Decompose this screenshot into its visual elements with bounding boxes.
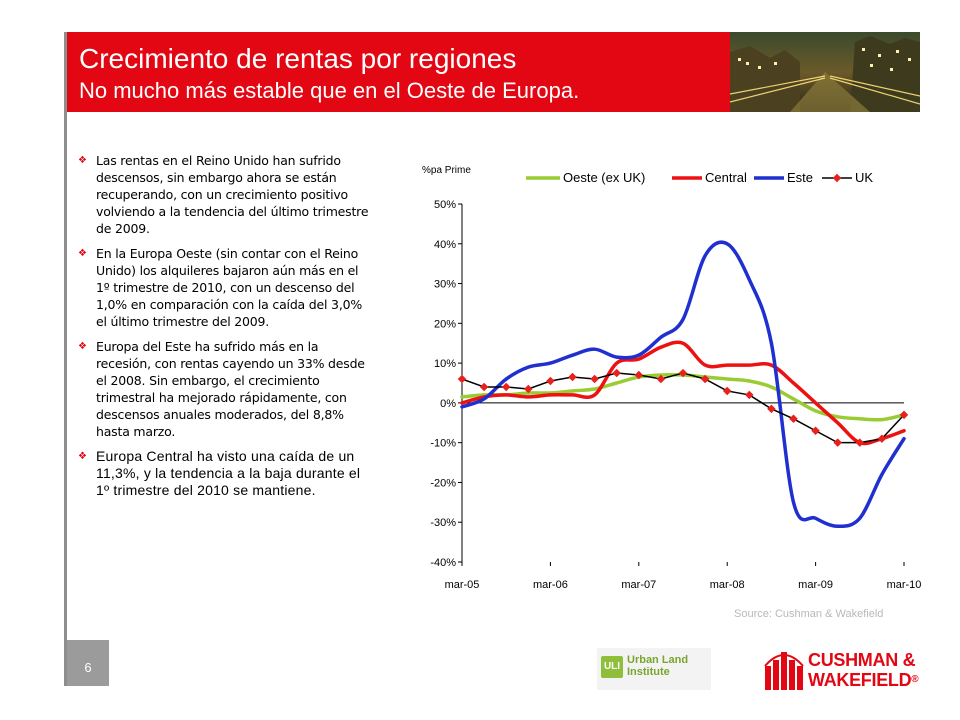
series-line-central bbox=[460, 340, 906, 446]
page-title: Crecimiento de rentas por regiones bbox=[79, 43, 517, 74]
x-tick-label: mar-09 bbox=[798, 579, 833, 591]
bullet-text: Las rentas en el Reino Unido han sufrido… bbox=[96, 153, 369, 236]
bullet-list: ❖ Las rentas en el Reino Unido han sufri… bbox=[78, 152, 374, 507]
source-note: Source: Cushman & Wakefield bbox=[734, 608, 884, 620]
data-point-uk bbox=[656, 374, 666, 384]
page-number: 6 bbox=[67, 640, 109, 686]
legend-label-este: Este bbox=[787, 170, 813, 185]
y-tick-label: 40% bbox=[434, 239, 456, 251]
x-tick-label: mar-05 bbox=[445, 579, 480, 591]
data-point-uk bbox=[899, 410, 909, 420]
cushman-wakefield-logo: CUSHMAN & WAKEFIELD® bbox=[762, 646, 932, 694]
data-point-uk bbox=[767, 404, 776, 414]
data-point-uk bbox=[479, 382, 489, 392]
data-point-uk bbox=[789, 414, 798, 424]
cw-text-line2: WAKEFIELD bbox=[808, 670, 912, 690]
x-tick-label: mar-08 bbox=[710, 579, 745, 591]
data-point-uk bbox=[833, 438, 842, 447]
data-point-uk bbox=[855, 438, 865, 447]
y-tick-label: 0% bbox=[440, 398, 456, 410]
page-subtitle: No mucho más estable que en el Oeste de … bbox=[79, 78, 580, 103]
rent-growth-chart: -40% -30% -20% -10% 0% 10% 20% 30% 40% 50% mar-05 m… bbox=[400, 150, 940, 610]
chart-svg: -40% -30% -20% -10% 0% 10% 20% 30% 40% 50% mar-05 m… bbox=[422, 165, 922, 591]
city-night-photo bbox=[730, 32, 920, 112]
series-line-este bbox=[460, 240, 906, 528]
data-point-uk bbox=[546, 376, 555, 386]
left-rule bbox=[64, 32, 67, 686]
diamond-bullet-icon: ❖ bbox=[78, 248, 87, 259]
cw-registered-mark: ® bbox=[911, 674, 919, 685]
data-point-uk bbox=[590, 374, 599, 384]
y-tick-label: 10% bbox=[434, 358, 456, 370]
uli-badge-text: ULI bbox=[603, 661, 621, 672]
bullet-text: Europa Central ha visto una caída de un … bbox=[96, 448, 361, 498]
y-tick-label: 30% bbox=[434, 279, 456, 291]
legend-label-central: Central bbox=[705, 170, 747, 185]
uli-text-line2: Institute bbox=[627, 666, 670, 678]
y-axis-label: %pa Prime bbox=[422, 165, 471, 176]
diamond-bullet-icon: ❖ bbox=[78, 155, 87, 166]
y-tick-label: 50% bbox=[434, 199, 456, 211]
bullet-item-este: ❖ Europa del Este ha sufrido más en la r… bbox=[78, 338, 374, 440]
legend-marker-uk bbox=[832, 173, 842, 183]
bullet-item-central: ❖ Europa Central ha visto una caída de u… bbox=[78, 448, 374, 499]
data-point-uk bbox=[457, 374, 467, 384]
data-point-uk bbox=[700, 374, 710, 384]
title-banner: Crecimiento de rentas por regiones No mu… bbox=[67, 32, 730, 112]
diamond-bullet-icon: ❖ bbox=[78, 451, 88, 462]
cw-emblem-icon bbox=[764, 652, 804, 690]
data-point-uk bbox=[634, 370, 644, 380]
y-tick-label: -10% bbox=[430, 438, 456, 450]
uli-logo: ULI Urban Land Institute bbox=[597, 648, 711, 690]
x-tick-label: mar-10 bbox=[887, 579, 922, 591]
data-point-uk bbox=[811, 426, 820, 435]
y-tick-label: -40% bbox=[430, 557, 456, 569]
cw-text-line2-wrap: WAKEFIELD® bbox=[808, 670, 919, 690]
y-tick-label: 20% bbox=[434, 318, 456, 330]
data-point-uk bbox=[877, 434, 887, 443]
bullet-text: Europa del Este ha sufrido más en la rec… bbox=[96, 339, 365, 439]
y-tick-label: -20% bbox=[430, 477, 456, 489]
x-tick-label: mar-06 bbox=[533, 579, 568, 591]
data-point-uk bbox=[524, 384, 533, 394]
y-tick-label: -30% bbox=[430, 517, 456, 529]
legend-label-uk: UK bbox=[855, 170, 873, 185]
diamond-bullet-icon: ❖ bbox=[78, 341, 87, 352]
data-point-uk bbox=[612, 368, 621, 378]
bullet-item-oeste: ❖ En la Europa Oeste (sin contar con el … bbox=[78, 245, 374, 330]
uli-text-line1: Urban Land bbox=[627, 654, 689, 666]
data-point-uk bbox=[722, 386, 732, 396]
data-point-uk bbox=[568, 372, 577, 382]
data-point-uk bbox=[745, 390, 754, 400]
legend-label-oeste: Oeste (ex UK) bbox=[563, 170, 645, 185]
bullet-text: En la Europa Oeste (sin contar con el Re… bbox=[96, 246, 363, 329]
series-line-uk bbox=[461, 372, 905, 444]
data-point-uk bbox=[501, 382, 511, 392]
cw-text-line1: CUSHMAN & bbox=[808, 650, 916, 670]
bullet-item-uk: ❖ Las rentas en el Reino Unido han sufri… bbox=[78, 152, 374, 237]
x-tick-label: mar-07 bbox=[621, 579, 656, 591]
